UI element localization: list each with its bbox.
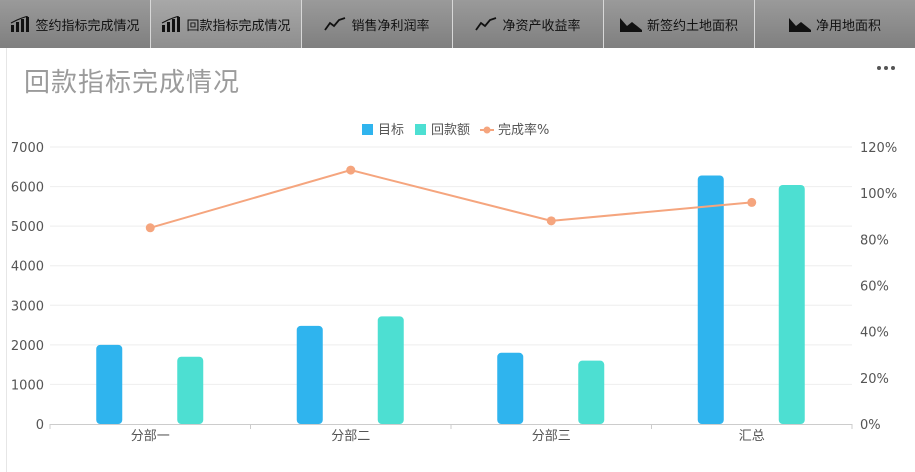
more-icon[interactable] — [872, 58, 900, 78]
bar-target[interactable] — [497, 352, 524, 424]
y-right-tick-label: 40% — [860, 326, 889, 341]
y-left-tick-label: 0 — [36, 418, 44, 433]
y-left-tick-label: 1000 — [11, 378, 44, 393]
y-right-tick-label: 0% — [860, 418, 881, 433]
legend-swatch[interactable] — [362, 124, 373, 135]
y-right-tick-label: 120% — [860, 141, 897, 156]
tab-label: 销售净利润率 — [351, 18, 430, 34]
more-dot — [884, 66, 888, 70]
y-right-tick-label: 100% — [860, 187, 897, 202]
rate-point[interactable] — [145, 223, 155, 233]
page-title: 回款指标完成情况 — [24, 68, 241, 98]
bar-collected[interactable] — [377, 316, 404, 424]
bar-target[interactable] — [96, 344, 123, 424]
more-dot — [891, 66, 895, 70]
bar-chart-icon — [10, 16, 30, 32]
panel-left-border — [6, 48, 7, 472]
area-chart-icon — [788, 16, 811, 32]
legend-label[interactable]: 完成率% — [498, 122, 549, 138]
x-tick-label: 分部一 — [131, 429, 170, 444]
x-tick-label: 分部二 — [331, 429, 370, 444]
bar-collected[interactable] — [578, 360, 605, 424]
legend-label[interactable]: 目标 — [378, 123, 404, 138]
legend-swatch[interactable] — [415, 124, 426, 135]
tab-bar: 签约指标完成情况 回款指标完成情况 销售净利润率 净资产收益率 新签约土地面积 净用地面积 — [0, 0, 915, 48]
tab-2[interactable]: 回款指标完成情况 — [151, 0, 302, 48]
y-left-tick-label: 2000 — [11, 339, 44, 354]
y-left-tick-label: 5000 — [11, 220, 44, 235]
bar-collected[interactable] — [177, 356, 204, 424]
legend-label[interactable]: 回款额 — [431, 123, 470, 138]
y-left-tick-label: 6000 — [11, 181, 44, 196]
y-right-tick-label: 60% — [860, 280, 889, 295]
y-left-tick-label: 7000 — [11, 141, 44, 156]
tab-3[interactable]: 销售净利润率 — [302, 0, 453, 48]
bar-target[interactable] — [296, 325, 323, 424]
bar-target[interactable] — [697, 175, 724, 424]
tab-5[interactable]: 新签约土地面积 — [604, 0, 755, 48]
line-chart-icon — [324, 17, 346, 31]
tab-6[interactable]: 净用地面积 — [755, 0, 915, 48]
tab-label: 新签约土地面积 — [646, 18, 738, 34]
tab-1[interactable]: 签约指标完成情况 — [0, 0, 151, 48]
tab-label: 签约指标完成情况 — [35, 18, 140, 34]
line-chart-icon — [475, 17, 497, 31]
legend-swatch-dot — [483, 126, 491, 134]
y-left-tick-label: 4000 — [11, 260, 44, 275]
x-tick-label: 汇总 — [739, 429, 765, 444]
tab-4[interactable]: 净资产收益率 — [453, 0, 604, 48]
y-left-tick-label: 3000 — [11, 299, 44, 314]
tab-label: 净资产收益率 — [502, 18, 581, 34]
rate-point[interactable] — [346, 165, 356, 175]
tab-label: 净用地面积 — [815, 18, 881, 34]
bar-chart-icon — [161, 16, 181, 32]
bar-collected[interactable] — [778, 184, 805, 424]
rate-point[interactable] — [546, 216, 556, 226]
x-tick-label: 分部三 — [532, 429, 571, 444]
tab-label: 回款指标完成情况 — [186, 18, 291, 34]
rate-line — [149, 169, 752, 229]
y-right-tick-label: 80% — [860, 233, 889, 248]
more-dot — [877, 66, 881, 70]
area-chart-icon — [619, 16, 642, 32]
rate-point[interactable] — [747, 197, 757, 207]
y-right-tick-label: 20% — [860, 372, 889, 387]
